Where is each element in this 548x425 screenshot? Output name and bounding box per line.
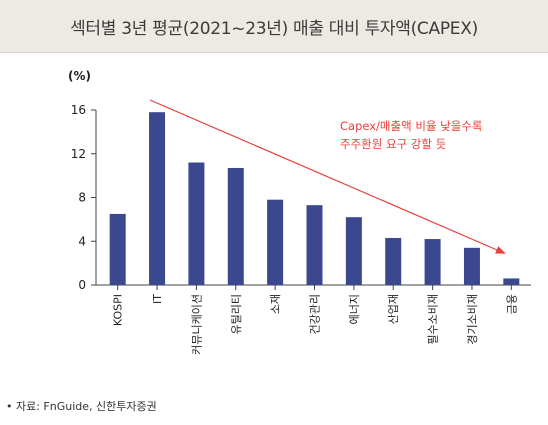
bar bbox=[424, 239, 441, 285]
x-tick-label: 금융 bbox=[505, 294, 518, 314]
x-tick-labels: KOSPI IT 커뮤니케이션 유틸리티 소재 건강관리 에너지 산업재 필수소비재 경기소비재 금… bbox=[112, 285, 518, 355]
bar bbox=[503, 278, 520, 285]
y-unit-label: (%) bbox=[68, 69, 91, 83]
bar bbox=[109, 213, 126, 285]
x-tick-label: 경기소비재 bbox=[466, 294, 479, 345]
y-tick-label: 0 bbox=[78, 278, 86, 292]
y-tick-label: 4 bbox=[78, 234, 86, 248]
x-tick-label: 산업재 bbox=[387, 294, 400, 324]
x-tick-label: 커뮤니케이션 bbox=[190, 294, 203, 355]
bar bbox=[306, 205, 323, 285]
annotation-text: Capex/매출액 비율 낮을수록 bbox=[340, 119, 482, 133]
y-tick-label: 12 bbox=[71, 147, 86, 161]
bar bbox=[267, 199, 284, 285]
chart-title: 섹터별 3년 평균(2021~23년) 매출 대비 투자액(CAPEX) bbox=[70, 18, 478, 39]
x-tick-label: 에너지 bbox=[348, 294, 361, 324]
bar bbox=[463, 247, 480, 285]
axes: (%) 0 4 8 12 16 bbox=[68, 69, 531, 292]
x-tick-label: 필수소비재 bbox=[427, 294, 440, 345]
y-tick-label: 16 bbox=[71, 103, 86, 117]
bar bbox=[188, 162, 205, 285]
bar bbox=[385, 237, 402, 285]
x-tick-label: 건강관리 bbox=[309, 294, 322, 334]
bars bbox=[109, 112, 520, 285]
x-tick-label: KOSPI bbox=[112, 294, 125, 326]
chart-header: 섹터별 3년 평균(2021~23년) 매출 대비 투자액(CAPEX) bbox=[0, 0, 548, 53]
bar-chart: (%) 0 4 8 12 16 KOSPI IT 커뮤니케이션 유틸리티 소재 건강관리 에너지 산업재… bbox=[68, 69, 531, 355]
bar bbox=[227, 167, 244, 285]
annotation-text: 주주환원 요구 강할 듯 bbox=[340, 137, 446, 151]
bar bbox=[149, 112, 166, 285]
y-tick-label: 8 bbox=[78, 191, 86, 205]
trend-arrow bbox=[149, 99, 506, 254]
source-note: • 자료: FnGuide, 신한투자증권 bbox=[6, 400, 157, 413]
x-tick-label: IT bbox=[151, 294, 164, 304]
x-tick-label: 유틸리티 bbox=[230, 294, 243, 334]
bar bbox=[345, 217, 362, 285]
x-tick-label: 소재 bbox=[269, 294, 282, 314]
